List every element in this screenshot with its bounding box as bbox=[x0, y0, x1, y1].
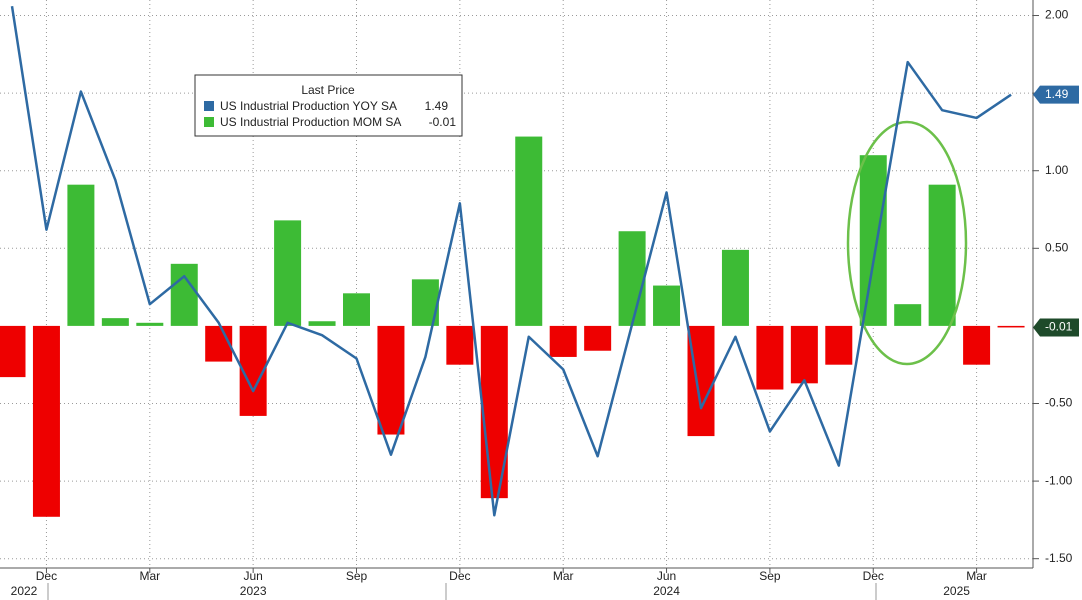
bar bbox=[859, 155, 887, 326]
bar bbox=[205, 325, 233, 362]
bar bbox=[308, 321, 336, 326]
year-label: 2022 bbox=[11, 584, 38, 598]
legend-title: Last Price bbox=[301, 83, 355, 97]
x-tick-label: Dec bbox=[36, 569, 57, 583]
bar bbox=[963, 325, 991, 365]
last-value-tag bbox=[1033, 85, 1079, 104]
bar bbox=[274, 220, 302, 326]
y-tick-label: 0.50 bbox=[1045, 240, 1069, 254]
bar bbox=[101, 318, 129, 326]
year-label: 2024 bbox=[653, 584, 680, 598]
last-value-label: -0.01 bbox=[1045, 320, 1073, 334]
x-tick-label: Mar bbox=[553, 569, 574, 583]
bar bbox=[618, 231, 646, 326]
bar bbox=[894, 304, 922, 326]
bar bbox=[928, 184, 956, 326]
last-value-label: 1.49 bbox=[1045, 87, 1069, 101]
x-tick-label: Jun bbox=[657, 569, 676, 583]
y-tick-label: 2.00 bbox=[1045, 8, 1069, 22]
legend-label: US Industrial Production YOY SA bbox=[220, 99, 397, 113]
x-tick-label: Sep bbox=[346, 569, 368, 583]
bar bbox=[997, 325, 1025, 328]
legend-value: 1.49 bbox=[425, 99, 449, 113]
year-label: 2025 bbox=[943, 584, 970, 598]
line-layer bbox=[10, 6, 1012, 517]
legend-box bbox=[194, 74, 463, 137]
bar bbox=[653, 285, 681, 326]
highlight-ellipse bbox=[846, 120, 968, 366]
axis-labels: 2.001.501.000.50-0.50-1.00-1.50DecMarJun… bbox=[11, 8, 1079, 600]
x-tick-label: Jun bbox=[243, 569, 262, 583]
bar bbox=[549, 325, 577, 357]
x-tick-label: Dec bbox=[863, 569, 884, 583]
bar bbox=[377, 325, 405, 435]
bar bbox=[584, 325, 612, 351]
y-tick-label: -1.50 bbox=[1045, 551, 1073, 565]
x-tick-label: Mar bbox=[966, 569, 987, 583]
y-tick-label: -0.50 bbox=[1045, 396, 1073, 410]
legend-swatch bbox=[204, 101, 214, 111]
bar bbox=[67, 184, 95, 326]
legend-swatch bbox=[204, 117, 214, 127]
year-label: 2023 bbox=[240, 584, 267, 598]
bar bbox=[515, 136, 543, 326]
bar bbox=[825, 325, 853, 365]
x-tick-label: Dec bbox=[449, 569, 470, 583]
bar bbox=[0, 325, 26, 378]
y-tick-label: 1.00 bbox=[1045, 163, 1069, 177]
legend-value: -0.01 bbox=[429, 115, 457, 129]
legend-label: US Industrial Production MOM SA bbox=[220, 115, 401, 129]
last-value-tag bbox=[1033, 318, 1079, 337]
legend: Last Price US Industrial Production YOY … bbox=[194, 74, 463, 137]
y-tick-label: -1.00 bbox=[1045, 473, 1073, 487]
bar bbox=[756, 325, 784, 390]
bar bbox=[721, 249, 749, 326]
bar bbox=[136, 322, 164, 326]
bar bbox=[790, 325, 818, 384]
x-tick-label: Sep bbox=[759, 569, 781, 583]
bar bbox=[32, 325, 60, 517]
line bbox=[10, 6, 1012, 517]
x-tick-label: Mar bbox=[139, 569, 160, 583]
bar bbox=[170, 263, 198, 326]
bars bbox=[0, 136, 1025, 517]
bar bbox=[446, 325, 474, 365]
bar bbox=[343, 293, 370, 326]
